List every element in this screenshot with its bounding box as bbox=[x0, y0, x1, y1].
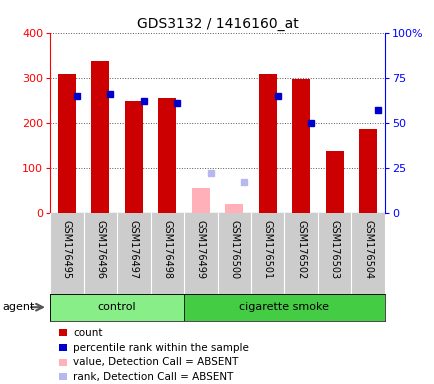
Bar bbox=[124, 101, 143, 213]
Text: count: count bbox=[73, 328, 102, 338]
Bar bbox=[358, 129, 377, 213]
Bar bbox=[57, 74, 76, 213]
Text: GSM176497: GSM176497 bbox=[128, 220, 138, 279]
Text: GSM176498: GSM176498 bbox=[162, 220, 172, 278]
Bar bbox=[325, 151, 343, 213]
Text: GSM176504: GSM176504 bbox=[362, 220, 372, 279]
Text: GSM176495: GSM176495 bbox=[62, 220, 72, 279]
Bar bbox=[91, 61, 109, 213]
Text: GSM176503: GSM176503 bbox=[329, 220, 339, 279]
Bar bbox=[158, 98, 176, 213]
Text: GSM176502: GSM176502 bbox=[296, 220, 306, 279]
Bar bbox=[224, 204, 243, 213]
Text: cigarette smoke: cigarette smoke bbox=[239, 302, 329, 312]
Text: GSM176499: GSM176499 bbox=[195, 220, 205, 278]
Text: value, Detection Call = ABSENT: value, Detection Call = ABSENT bbox=[73, 357, 238, 367]
Bar bbox=[184, 294, 384, 321]
Text: GSM176500: GSM176500 bbox=[229, 220, 239, 279]
Bar bbox=[50, 294, 184, 321]
Text: control: control bbox=[98, 302, 136, 312]
Text: percentile rank within the sample: percentile rank within the sample bbox=[73, 343, 248, 353]
Bar bbox=[291, 79, 310, 213]
Bar bbox=[258, 74, 276, 213]
Text: rank, Detection Call = ABSENT: rank, Detection Call = ABSENT bbox=[73, 372, 233, 382]
Text: GSM176501: GSM176501 bbox=[262, 220, 272, 279]
Text: GSM176496: GSM176496 bbox=[95, 220, 105, 278]
Text: agent: agent bbox=[2, 302, 34, 312]
Text: GDS3132 / 1416160_at: GDS3132 / 1416160_at bbox=[136, 17, 298, 31]
Bar bbox=[191, 188, 210, 213]
